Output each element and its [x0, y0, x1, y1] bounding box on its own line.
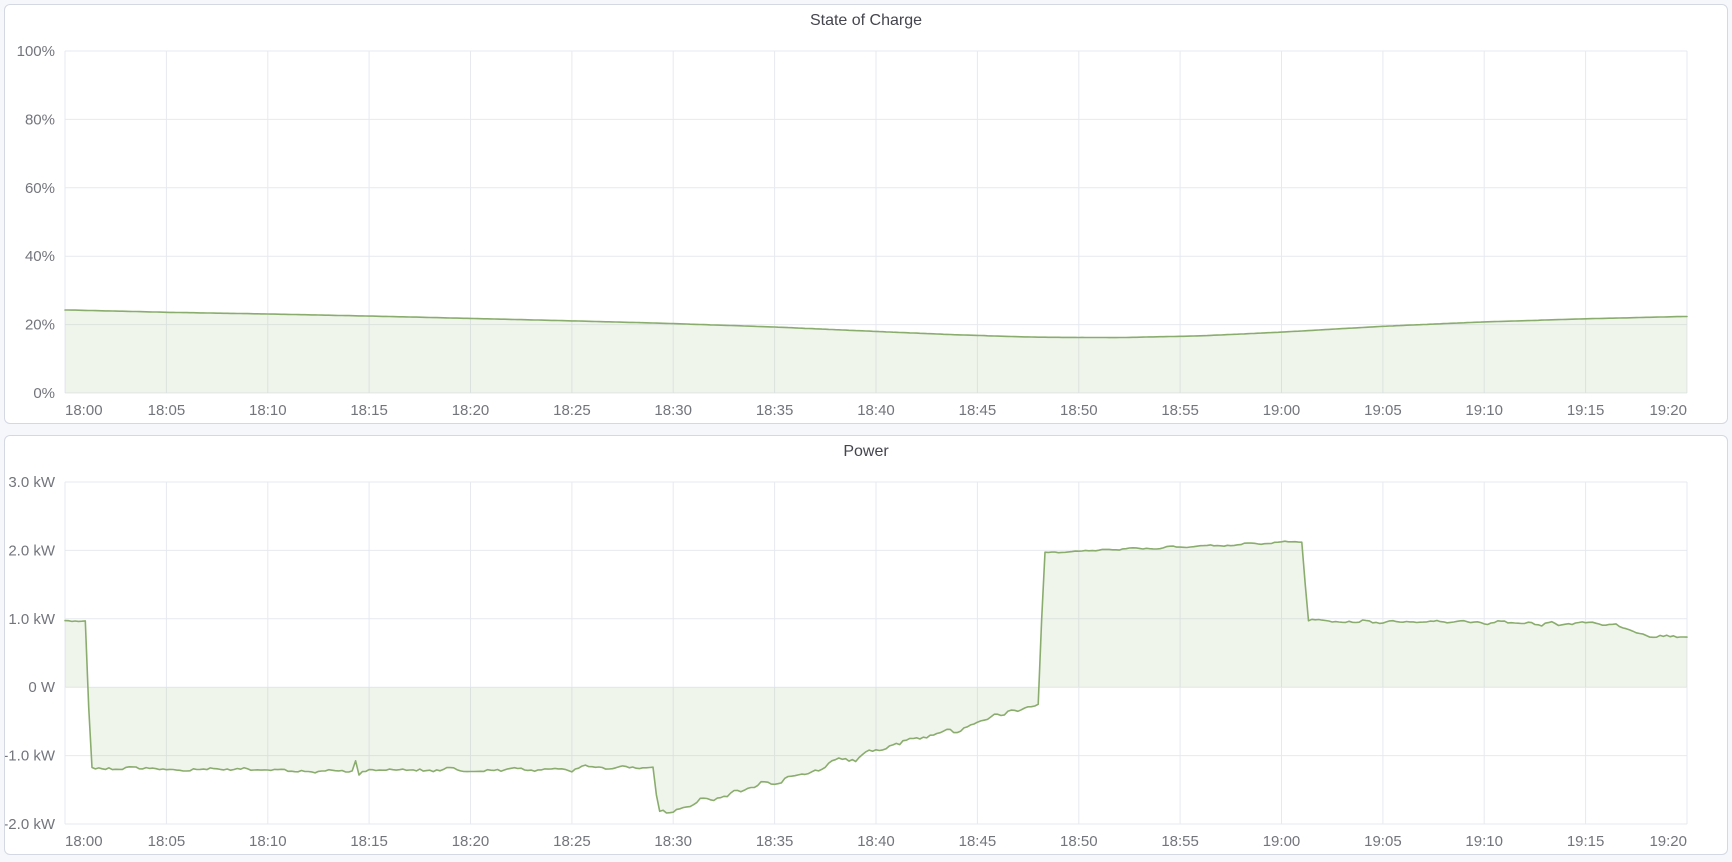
svg-text:18:00: 18:00 — [65, 833, 103, 850]
svg-text:18:20: 18:20 — [452, 402, 490, 419]
svg-text:18:50: 18:50 — [1060, 833, 1098, 850]
svg-text:18:35: 18:35 — [756, 833, 794, 850]
svg-text:18:00: 18:00 — [65, 402, 103, 419]
svg-text:18:20: 18:20 — [452, 833, 490, 850]
svg-text:19:20: 19:20 — [1649, 833, 1687, 850]
svg-text:0%: 0% — [33, 385, 55, 402]
svg-text:100%: 100% — [17, 43, 55, 60]
svg-text:0 W: 0 W — [28, 679, 56, 696]
svg-text:18:30: 18:30 — [654, 833, 692, 850]
svg-text:19:05: 19:05 — [1364, 402, 1402, 419]
svg-text:18:30: 18:30 — [654, 402, 692, 419]
svg-text:19:15: 19:15 — [1567, 833, 1605, 850]
svg-text:18:50: 18:50 — [1060, 402, 1098, 419]
svg-text:18:55: 18:55 — [1161, 833, 1199, 850]
svg-text:80%: 80% — [25, 111, 55, 128]
svg-text:18:45: 18:45 — [959, 402, 997, 419]
svg-text:18:10: 18:10 — [249, 833, 287, 850]
svg-text:18:15: 18:15 — [350, 833, 388, 850]
svg-text:20%: 20% — [25, 317, 55, 334]
svg-text:18:05: 18:05 — [148, 402, 186, 419]
svg-text:18:45: 18:45 — [959, 833, 997, 850]
svg-text:18:05: 18:05 — [148, 833, 186, 850]
svg-text:-2.0 kW: -2.0 kW — [5, 816, 56, 833]
svg-text:2.0 kW: 2.0 kW — [8, 542, 56, 559]
svg-text:1.0 kW: 1.0 kW — [8, 611, 56, 628]
svg-text:18:40: 18:40 — [857, 833, 895, 850]
svg-text:18:55: 18:55 — [1161, 402, 1199, 419]
svg-text:60%: 60% — [25, 180, 55, 197]
svg-text:19:00: 19:00 — [1263, 833, 1301, 850]
svg-text:19:05: 19:05 — [1364, 833, 1402, 850]
svg-text:18:10: 18:10 — [249, 402, 287, 419]
svg-text:19:10: 19:10 — [1465, 402, 1503, 419]
svg-text:3.0 kW: 3.0 kW — [8, 474, 56, 491]
svg-text:-1.0 kW: -1.0 kW — [5, 748, 56, 765]
svg-text:18:25: 18:25 — [553, 402, 591, 419]
svg-text:18:40: 18:40 — [857, 402, 895, 419]
svg-text:19:00: 19:00 — [1263, 402, 1301, 419]
svg-text:18:35: 18:35 — [756, 402, 794, 419]
svg-text:19:10: 19:10 — [1465, 833, 1503, 850]
svg-text:40%: 40% — [25, 248, 55, 265]
svg-text:19:15: 19:15 — [1567, 402, 1605, 419]
svg-text:19:20: 19:20 — [1649, 402, 1687, 419]
svg-text:18:25: 18:25 — [553, 833, 591, 850]
svg-text:18:15: 18:15 — [350, 402, 388, 419]
